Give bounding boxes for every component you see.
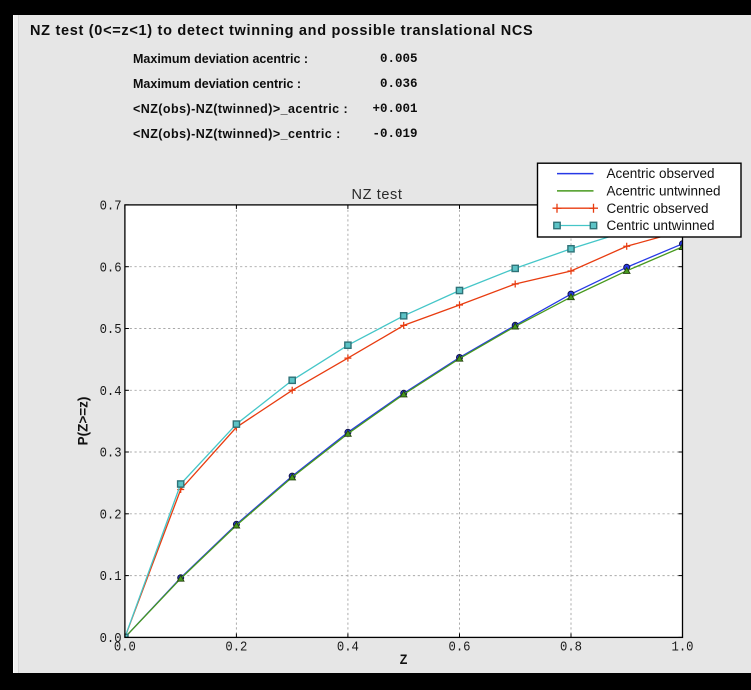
svg-text:0.2: 0.2	[100, 507, 122, 523]
svg-text:1.0: 1.0	[672, 639, 694, 655]
svg-text:0.3: 0.3	[100, 446, 122, 462]
svg-text:0.4: 0.4	[337, 639, 359, 655]
svg-text:Acentric observed: Acentric observed	[607, 166, 715, 181]
svg-text:NZ test: NZ test	[352, 187, 403, 203]
svg-text:P(Z>=z): P(Z>=z)	[76, 397, 91, 446]
svg-text:0.6: 0.6	[449, 639, 471, 655]
svg-text:0.5: 0.5	[100, 322, 122, 338]
svg-text:0.0: 0.0	[114, 639, 136, 655]
svg-text:0.8: 0.8	[560, 639, 582, 655]
svg-text:0.0: 0.0	[100, 631, 122, 647]
svg-text:Acentric untwinned: Acentric untwinned	[607, 184, 721, 199]
svg-text:Centric observed: Centric observed	[607, 201, 709, 216]
svg-text:Centric untwinned: Centric untwinned	[607, 218, 715, 233]
svg-text:0.6: 0.6	[100, 260, 122, 276]
svg-text:0.7: 0.7	[100, 199, 122, 215]
svg-text:0.4: 0.4	[100, 384, 122, 400]
svg-text:0.1: 0.1	[100, 569, 122, 585]
svg-text:Z: Z	[400, 651, 408, 667]
svg-text:0.2: 0.2	[225, 639, 247, 655]
